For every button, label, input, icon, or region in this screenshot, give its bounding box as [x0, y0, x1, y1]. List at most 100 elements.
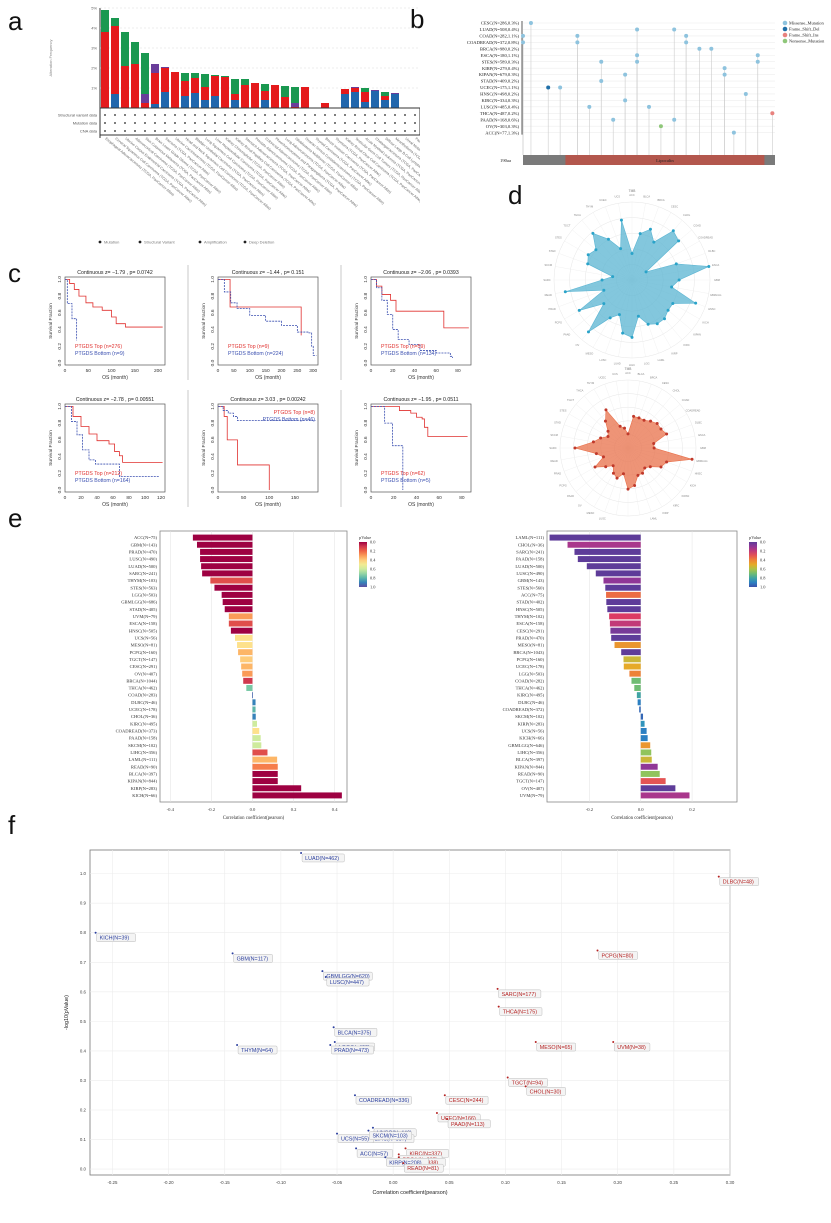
- km-curve-top: [218, 406, 270, 490]
- x-tick-label: 0.20: [613, 1180, 622, 1185]
- lollipop-head: [599, 59, 604, 64]
- domain-label: Lipocalin: [656, 158, 674, 163]
- bar-segment-mutation: [141, 53, 149, 94]
- bar-segment-structural-variant: [391, 93, 399, 94]
- radar-axis-label: LGG: [644, 362, 649, 366]
- x-tick-label: 40: [414, 495, 420, 501]
- scatter-point: ACC(N=57): [355, 1147, 394, 1158]
- availability-dot: [184, 130, 186, 132]
- km-curve-top: [218, 279, 302, 336]
- bar-segment-amplification: [101, 32, 109, 108]
- x-tick-label: 0.30: [726, 1180, 735, 1185]
- radar-point: [577, 308, 581, 312]
- y-axis-label: Alteration Frequency: [48, 40, 53, 77]
- correlation-bar: [640, 778, 666, 785]
- y-tick-label: 0.4: [210, 453, 216, 460]
- correlation-bar: [640, 749, 652, 756]
- colorbar-tick: 0.0: [370, 540, 376, 545]
- category-label: KICH(N=66): [519, 736, 544, 741]
- radar-point: [602, 288, 606, 292]
- point-label: TGCT(N=94): [512, 1081, 544, 1087]
- x-tick-label: 0: [370, 495, 373, 501]
- bar-segment-amplification: [341, 89, 349, 94]
- x-tick-label: 20: [78, 495, 84, 501]
- radar-axis-label: LAML: [658, 358, 665, 362]
- availability-dot: [404, 114, 406, 116]
- km-title: Continuous z= 3.03 , p= 0.00242: [230, 397, 305, 403]
- legend-label: Deep Deletion: [249, 240, 274, 245]
- scatter-point: LUAD(N=462): [300, 851, 345, 863]
- availability-dot: [154, 130, 156, 132]
- radar-axis-label: GBM: [700, 446, 706, 450]
- lollipop-head: [709, 46, 714, 51]
- availability-dot: [354, 114, 356, 116]
- x-tick-label: 50: [231, 368, 237, 374]
- availability-dot: [324, 122, 326, 124]
- radar-point: [633, 484, 637, 488]
- y-axis-label: Survival Fraction: [201, 303, 207, 339]
- y-axis-label: Survival Fraction: [48, 430, 54, 466]
- point-label: KIRC(N=337): [410, 1151, 443, 1157]
- availability-dot: [144, 114, 146, 116]
- colorbar-tick: 0.8: [760, 576, 766, 581]
- legend-top: PTGDS Top (n=9): [228, 344, 270, 350]
- colorbar-tick: 0.2: [760, 549, 766, 554]
- y-tick-label: 0.0: [210, 486, 216, 493]
- point-label-box: [447, 1119, 491, 1129]
- availability-dot: [234, 122, 236, 124]
- y-tick-label: 0.6: [57, 436, 63, 443]
- radar-axis-label: BRCA: [650, 376, 657, 380]
- y-tick-label: 1.0: [363, 276, 369, 283]
- category-label: COAD(N=282): [515, 678, 544, 683]
- radar-axis-label: DLBC: [708, 249, 715, 253]
- category-label: CESC(N=291): [517, 628, 545, 633]
- point-label-box: [369, 1131, 413, 1140]
- radar-axis-label: THCA: [574, 213, 581, 217]
- category-label: DLBC(N=46): [518, 700, 544, 705]
- colorbar-tick: 0.6: [760, 567, 766, 572]
- x-tick-label: -0.10: [276, 1180, 287, 1185]
- x-axis-label: OS (month): [408, 375, 434, 381]
- radar-point: [601, 455, 605, 459]
- radar-axis-label: MESO: [587, 511, 595, 515]
- plot-frame: [546, 530, 738, 803]
- km-title: Continuous z= −1.44 , p= 0.151: [232, 270, 305, 276]
- availability-dot: [354, 130, 356, 132]
- point-label-box: [96, 933, 136, 942]
- point-marker: [321, 970, 324, 973]
- category-label: THCA(N=462): [516, 686, 545, 691]
- correlation-bar: [640, 785, 676, 792]
- x-tick-label: 0: [64, 495, 67, 501]
- category-label: LUSC(N=490): [516, 571, 544, 576]
- radar-axis-label: STAD: [549, 249, 556, 253]
- radar-axis-label: PCPG: [555, 321, 562, 325]
- category-label: LGG(N=503): [132, 592, 158, 597]
- y-axis-label: Survival Fraction: [354, 303, 360, 339]
- availability-dot: [324, 114, 326, 116]
- bar-segment-mutation: [131, 42, 139, 64]
- km-frame: [217, 403, 319, 493]
- availability-dot: [314, 122, 316, 124]
- category-label: THCA(N=462): [129, 686, 158, 691]
- radar-axis-label: PCPG: [559, 484, 566, 488]
- radar-axis-label: PAAD: [563, 333, 570, 337]
- radar-axis-label: COADREAD: [698, 236, 713, 240]
- bar-segment-amplification: [171, 72, 179, 108]
- x-tick-label: 0.25: [670, 1180, 679, 1185]
- availability-dot: [294, 114, 296, 116]
- km-title: Continuous z= −1.95 , p= 0.0511: [383, 397, 458, 403]
- correlation-bar: [603, 577, 641, 584]
- legend-top: PTGDS Top (n=212): [75, 471, 122, 477]
- radar-point: [621, 472, 625, 476]
- radar-point: [677, 239, 681, 243]
- radar-axis-label: COAD: [693, 223, 701, 227]
- point-label-box: [301, 853, 345, 863]
- legend-label: Structural Variant: [144, 240, 175, 245]
- bar-segment-amplification: [241, 85, 249, 108]
- legend-top: PTGDS Top (n=8): [274, 410, 316, 416]
- correlation-bar: [549, 534, 641, 541]
- radar-axis-label: PRAD: [554, 472, 561, 476]
- availability-dot: [374, 122, 376, 124]
- x-tick-label: 0.00: [389, 1180, 398, 1185]
